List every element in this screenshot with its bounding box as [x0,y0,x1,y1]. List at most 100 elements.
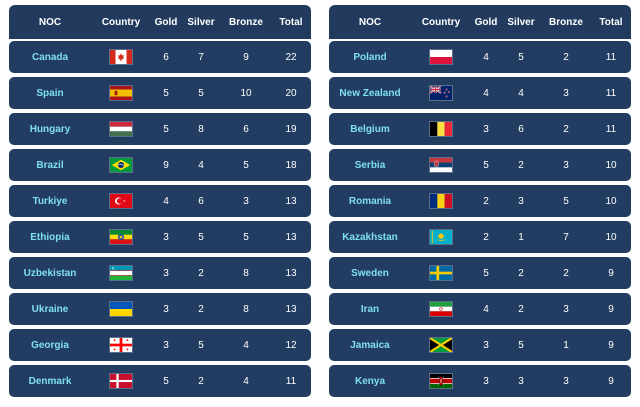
brazil-flag-icon [110,158,132,172]
silver-count: 5 [518,339,524,351]
silver-count: 2 [518,267,524,279]
silver-count: 4 [198,159,204,171]
canada-flag-icon [110,50,132,64]
table-row: Kenya 3 3 3 9 [329,365,631,397]
table-row: Uzbekistan 3 2 8 13 [9,257,311,289]
silver-count: 5 [518,51,524,63]
table-row: Ukraine 3 2 8 13 [9,293,311,325]
bronze-count: 2 [563,123,569,135]
total-count: 9 [608,303,614,315]
noc-name: Ukraine [31,303,69,315]
bronze-count: 4 [243,339,249,351]
noc-name: Sweden [351,267,389,279]
table-row: Turkiye 4 6 3 13 [9,185,311,217]
country-flag-cell [91,338,151,352]
bronze-count: 3 [563,159,569,171]
bronze-count: 5 [563,195,569,207]
country-flag-cell [411,122,471,136]
table-row: Spain 5 5 10 20 [9,77,311,109]
header-gold: Gold [154,16,178,28]
gold-count: 4 [163,195,169,207]
noc-name: Kenya [354,375,385,387]
country-flag-cell [411,266,471,280]
bronze-count: 1 [563,339,569,351]
table-row: Poland 4 5 2 11 [329,41,631,73]
noc-name: Uzbekistan [23,267,77,279]
noc-name: Kazakhstan [342,231,398,243]
table-row: Hungary 5 8 6 19 [9,113,311,145]
silver-count: 2 [518,303,524,315]
country-flag-cell [411,86,471,100]
noc-name: Turkiye [32,195,68,207]
silver-count: 2 [198,267,204,279]
ethiopia-flag-icon [110,230,132,244]
total-count: 19 [285,123,297,135]
gold-count: 9 [163,159,169,171]
total-count: 13 [285,231,297,243]
noc-name: Hungary [29,123,71,135]
silver-count: 5 [198,231,204,243]
header-silver: Silver [507,16,535,28]
header-total: Total [279,16,303,28]
gold-count: 3 [483,375,489,387]
table-row: Georgia 3 5 4 12 [9,329,311,361]
total-count: 22 [285,51,297,63]
bronze-count: 5 [243,159,249,171]
total-count: 9 [608,375,614,387]
bronze-count: 3 [563,87,569,99]
medal-table-right: NOC Country Gold Silver Bronze Total Pol… [329,5,631,397]
gold-count: 5 [483,159,489,171]
gold-count: 5 [163,87,169,99]
new-zealand-flag-icon [430,86,452,100]
silver-count: 6 [198,195,204,207]
total-count: 10 [605,231,617,243]
country-flag-cell [411,374,471,388]
country-flag-cell [91,374,151,388]
total-count: 10 [605,195,617,207]
silver-count: 3 [518,375,524,387]
total-count: 9 [608,339,614,351]
header-silver: Silver [187,16,215,28]
total-count: 13 [285,303,297,315]
total-count: 13 [285,267,297,279]
noc-name: Romania [348,195,392,207]
table-body: Poland 4 5 2 11 New Zealand 4 4 3 11 Belgium 3 6 2 11 S… [329,41,631,397]
total-count: 18 [285,159,297,171]
header-total: Total [599,16,623,28]
romania-flag-icon [430,194,452,208]
total-count: 13 [285,195,297,207]
gold-count: 3 [163,303,169,315]
bronze-count: 2 [563,51,569,63]
poland-flag-icon [430,50,452,64]
country-flag-cell [411,158,471,172]
gold-count: 5 [483,267,489,279]
table-row: Canada 6 7 9 22 [9,41,311,73]
medal-table-left: NOC Country Gold Silver Bronze Total Can… [9,5,311,397]
table-row: New Zealand 4 4 3 11 [329,77,631,109]
bronze-count: 8 [243,303,249,315]
country-flag-cell [91,266,151,280]
silver-count: 2 [518,159,524,171]
header-bronze: Bronze [229,16,263,28]
bronze-count: 5 [243,231,249,243]
gold-count: 3 [163,231,169,243]
silver-count: 8 [198,123,204,135]
table-row: Denmark 5 2 4 11 [9,365,311,397]
header-country: Country [421,16,461,28]
table-row: Brazil 9 4 5 18 [9,149,311,181]
country-flag-cell [411,338,471,352]
uzbekistan-flag-icon [110,266,132,280]
country-flag-cell [91,50,151,64]
header-gold: Gold [474,16,498,28]
silver-count: 6 [518,123,524,135]
total-count: 11 [605,123,617,135]
country-flag-cell [411,194,471,208]
bronze-count: 3 [563,375,569,387]
country-flag-cell [91,122,151,136]
silver-count: 7 [198,51,204,63]
sweden-flag-icon [430,266,452,280]
bronze-count: 8 [243,267,249,279]
total-count: 11 [285,375,297,387]
bronze-count: 7 [563,231,569,243]
bronze-count: 6 [243,123,249,135]
